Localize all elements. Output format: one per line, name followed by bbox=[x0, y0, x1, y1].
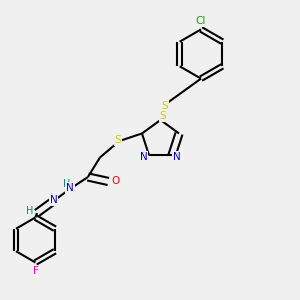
Text: S: S bbox=[162, 101, 168, 111]
Text: F: F bbox=[32, 266, 38, 276]
Text: S: S bbox=[115, 135, 121, 145]
Text: S: S bbox=[160, 111, 166, 122]
Text: N: N bbox=[50, 195, 57, 205]
Text: O: O bbox=[112, 176, 120, 187]
Text: N: N bbox=[66, 183, 74, 193]
Text: N: N bbox=[140, 152, 148, 162]
Text: H: H bbox=[26, 206, 33, 216]
Text: H: H bbox=[63, 178, 70, 189]
Text: Cl: Cl bbox=[196, 16, 206, 26]
Text: N: N bbox=[173, 152, 181, 162]
